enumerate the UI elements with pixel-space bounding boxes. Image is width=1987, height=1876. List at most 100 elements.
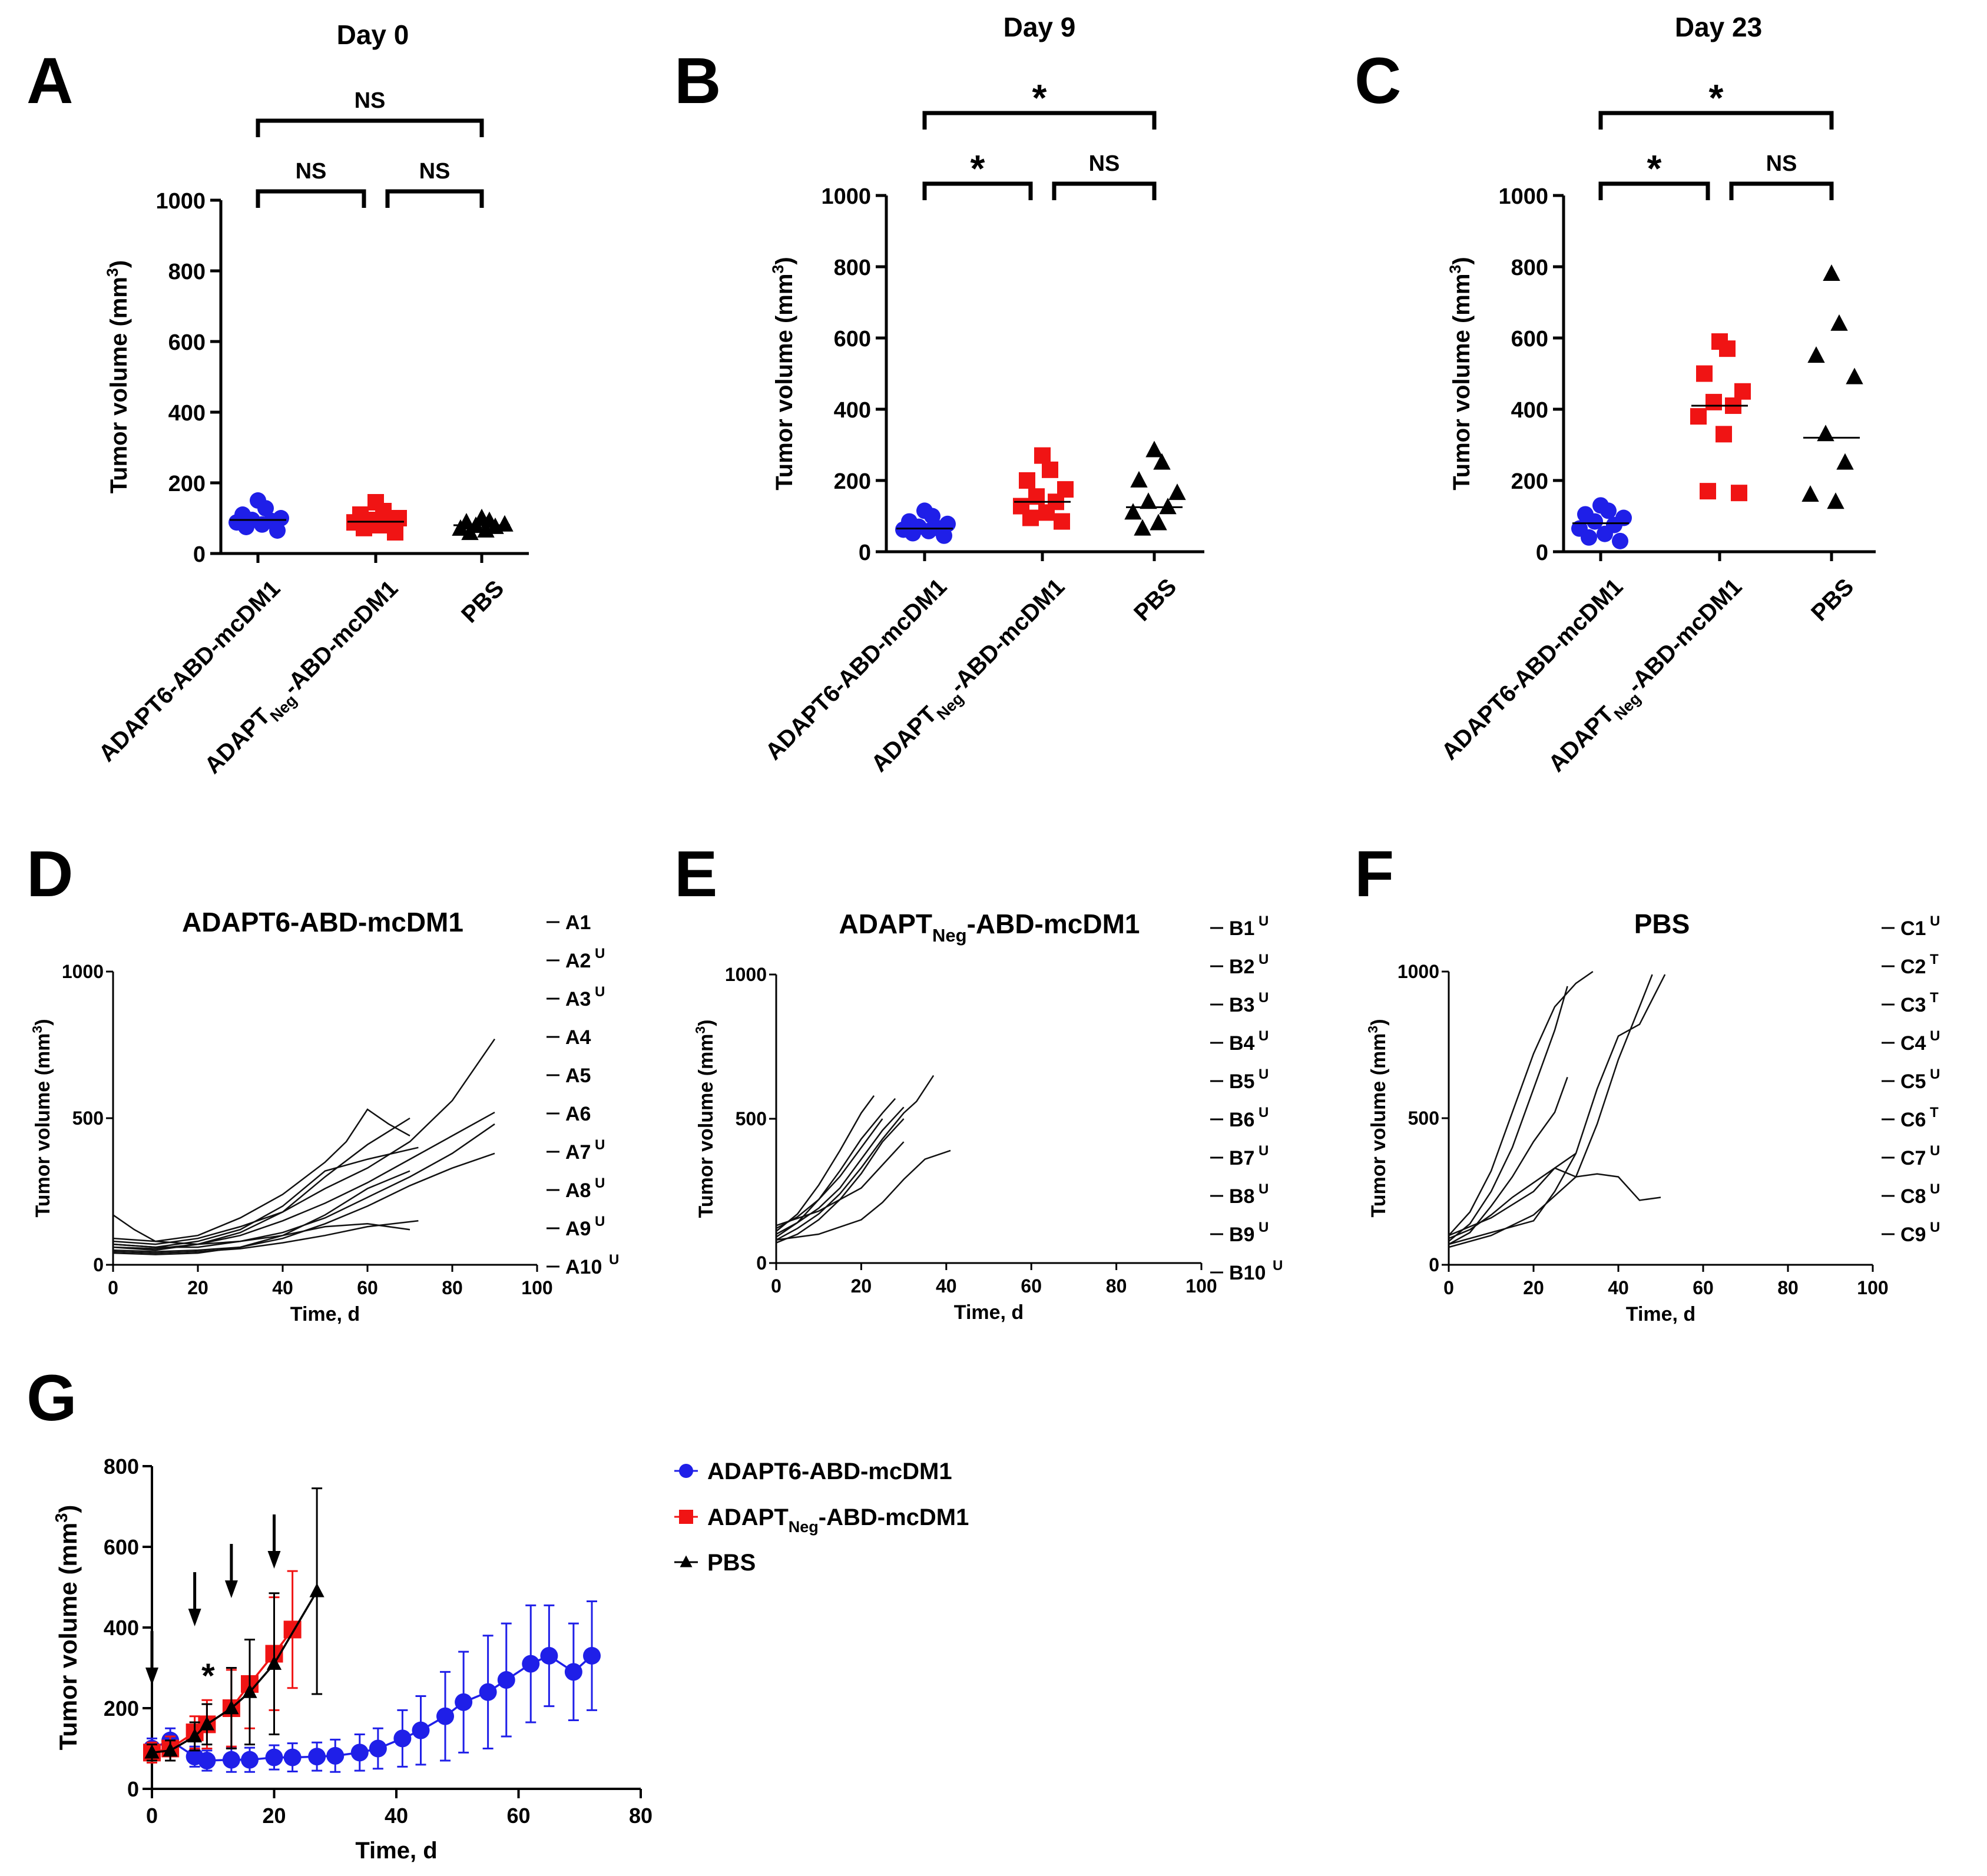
y-axis-label: Tumor volume (mm3) [29,1019,54,1217]
legend-superscript: U [1259,990,1269,1006]
legend-superscript: U [595,984,605,1000]
significance-bracket [1598,111,1834,130]
significance-label: NS [1766,151,1797,176]
legend-label: B8 [1229,1185,1254,1208]
panel-letter: B [674,45,721,117]
series-point [163,1742,178,1757]
data-point [1719,340,1736,357]
significance-label: * [1647,147,1662,190]
growth-curve [776,1118,883,1229]
series-point [187,1728,203,1743]
y-tick-label: 1000 [62,961,104,982]
x-axis-label: Time, d [355,1838,437,1864]
y-tick-label: 0 [859,541,871,565]
panel-title: ADAPT6-ABD-mcDM1 [182,907,463,937]
legend-marker [679,1510,693,1524]
data-point [1134,519,1151,536]
legend-superscript: U [1259,1219,1269,1235]
data-point [1019,472,1035,489]
panel-title: Day 0 [337,19,409,50]
data-point [1038,504,1055,521]
legend-superscript: U [1259,1181,1269,1197]
x-axis-label: Time, d [954,1301,1024,1324]
x-tick-label: 0 [771,1275,781,1297]
series-point [497,1671,515,1689]
y-tick-label: 500 [1408,1108,1439,1129]
y-tick-label: 800 [1511,256,1548,280]
legend-label: B6 [1229,1109,1254,1131]
series-point [242,1683,257,1698]
data-point [1150,513,1167,531]
panel-letter: C [1355,45,1401,117]
x-tick-label: 80 [442,1277,463,1298]
panel-letter: F [1355,838,1394,910]
significance-bracket [922,181,1033,200]
growth-curve [112,1117,410,1251]
x-tick-label: 60 [1693,1277,1714,1298]
treatment-arrowhead [188,1609,201,1626]
legend-label: A9 [565,1218,591,1240]
growth-curve [1448,974,1653,1248]
legend-label: A5 [565,1065,591,1087]
x-tick-label: 0 [1443,1277,1454,1298]
legend-label: A2 [565,950,591,972]
legend-label: B9 [1229,1224,1254,1246]
growth-curve [112,1170,410,1255]
legend-label: C5 [1900,1070,1926,1093]
legend-superscript: U [1259,913,1269,929]
significance-label: NS [419,159,451,184]
data-point [372,517,388,533]
legend-label: B4 [1229,1032,1255,1055]
data-point [1801,485,1819,502]
y-tick-label: 600 [168,330,206,355]
growth-curve [1448,974,1666,1245]
growth-curve [1448,1152,1577,1237]
significance-bracket [256,189,366,208]
panel-title: ADAPTNeg-ABD-mcDM1 [839,909,1140,946]
growth-curve [112,1108,410,1242]
series-point [350,1744,369,1762]
growth-curve [112,1038,496,1245]
data-point [1042,461,1058,478]
x-axis-label: Time, d [290,1303,360,1325]
data-point [1130,470,1148,488]
growth-curve [112,1123,495,1248]
growth-curve [776,1106,905,1235]
legend-label: C4 [1900,1032,1926,1055]
legend-label: B7 [1229,1147,1254,1169]
legend-label: B1 [1229,917,1254,940]
y-tick-label: 800 [168,260,206,284]
x-tick-label: 80 [629,1804,653,1828]
data-point [1600,502,1617,519]
legend-label: ADAPT6-ABD-mcDM1 [707,1459,952,1484]
y-tick-label: 0 [756,1252,767,1274]
data-point [387,524,403,541]
legend-label: C1 [1900,917,1926,940]
panel-letter: G [27,1362,77,1434]
x-tick-label: 100 [521,1277,552,1298]
y-tick-label: 800 [104,1454,139,1479]
significance-bracket [1052,181,1157,200]
x-tick-label: 40 [1608,1277,1629,1298]
growth-curve [112,1214,410,1245]
data-point [905,525,921,542]
x-tick-label: 60 [1021,1275,1042,1297]
series-point [199,1716,214,1731]
growth-curve [776,1149,951,1241]
y-tick-label: 0 [1536,541,1548,565]
legend-superscript: T [1930,952,1939,967]
significance-bracket [385,189,484,208]
legend-label: PBS [707,1550,756,1576]
data-point [1807,346,1825,363]
legend-label: B10 [1229,1262,1266,1284]
data-point [1034,447,1051,464]
y-tick-label: 0 [127,1777,139,1801]
growth-curve [1448,986,1568,1242]
y-tick-label: 400 [168,401,206,426]
data-point [1731,485,1747,502]
series-point [241,1751,259,1769]
y-axis-label: Tumor volume (mm3) [104,260,132,494]
